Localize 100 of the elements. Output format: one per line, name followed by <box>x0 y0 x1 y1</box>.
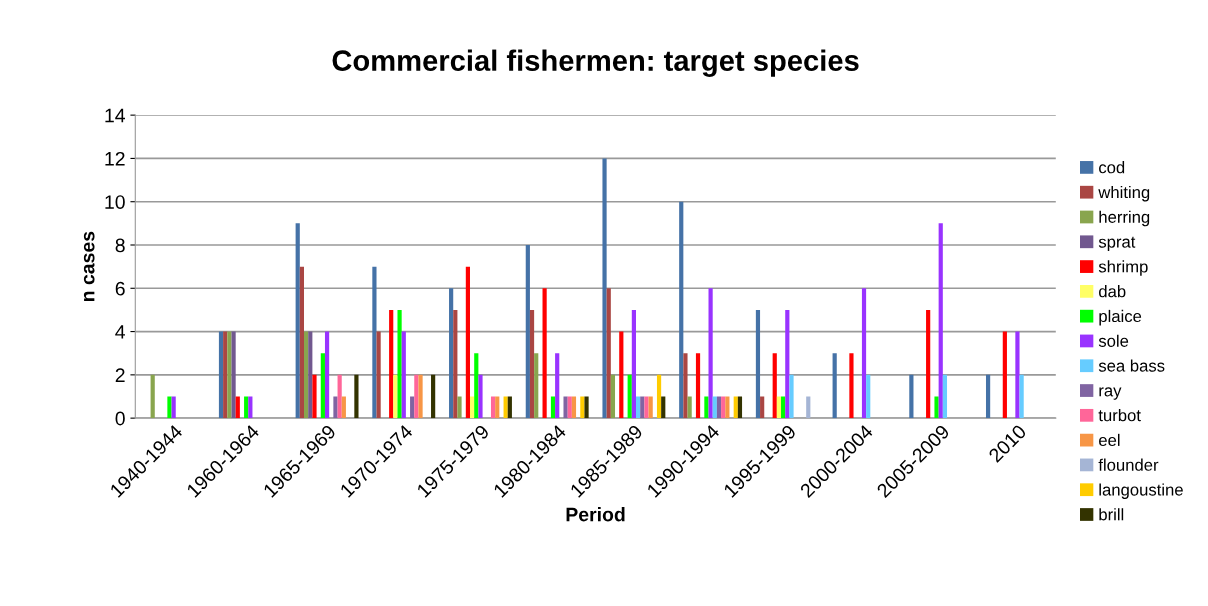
bar <box>231 331 236 419</box>
bar <box>1015 331 1020 419</box>
bar <box>295 223 300 419</box>
legend-label: plaice <box>1099 309 1142 326</box>
bar <box>465 266 470 419</box>
bar <box>227 331 232 419</box>
bar <box>942 374 948 419</box>
legend-label: eel <box>1099 433 1120 447</box>
bar <box>563 396 568 419</box>
bar <box>909 374 914 419</box>
bar <box>584 396 589 419</box>
bar <box>635 396 641 419</box>
legend-label: cod <box>1099 161 1125 174</box>
bar <box>712 396 717 419</box>
bar <box>656 374 662 419</box>
legend-label: herring <box>1099 210 1150 227</box>
bar <box>567 396 572 419</box>
bar <box>733 396 738 419</box>
bar <box>721 396 726 419</box>
legend-label: dab <box>1099 285 1126 298</box>
bar <box>418 374 423 419</box>
bar <box>580 396 585 419</box>
bar <box>725 396 730 419</box>
bar <box>299 266 304 419</box>
bar <box>304 331 309 419</box>
bar <box>571 396 577 419</box>
bar <box>640 396 645 419</box>
bar <box>474 353 479 419</box>
y-tick-label: 14 <box>105 108 126 123</box>
bar <box>457 396 462 419</box>
bar <box>218 331 224 419</box>
bar <box>679 201 684 419</box>
bar <box>755 309 761 419</box>
chart-title: Commercial fishermen: target species <box>332 49 859 77</box>
bar <box>507 396 512 419</box>
y-tick-label: 8 <box>115 238 125 253</box>
y-tick-label: 2 <box>115 368 125 382</box>
bar <box>610 374 616 419</box>
bar <box>478 374 483 419</box>
bar <box>525 245 530 419</box>
bar <box>393 374 398 419</box>
bar <box>495 396 500 419</box>
bar <box>341 396 346 419</box>
bar <box>683 353 688 419</box>
bar <box>534 353 539 419</box>
bar <box>555 353 560 419</box>
bar <box>716 396 722 419</box>
bar <box>934 396 939 419</box>
bar <box>1002 331 1007 419</box>
bar <box>695 353 701 419</box>
bar <box>737 396 743 419</box>
legend-label: whiting <box>1098 185 1150 202</box>
bar <box>312 374 317 419</box>
bar <box>849 353 854 419</box>
bar <box>244 396 249 419</box>
legend-label: turbot <box>1098 409 1141 422</box>
y-tick-label: 4 <box>115 325 126 339</box>
bar <box>248 396 253 419</box>
bar <box>410 396 415 419</box>
bar <box>619 331 624 419</box>
bar <box>320 353 325 419</box>
x-axis-title: Period <box>566 507 625 522</box>
bar <box>354 374 359 419</box>
bar <box>171 396 176 419</box>
bar <box>529 309 535 419</box>
y-tick-label: 12 <box>105 151 125 166</box>
bar <box>333 396 338 419</box>
bar <box>772 353 777 419</box>
bar <box>661 396 666 419</box>
bar <box>490 396 496 419</box>
bar <box>414 374 419 419</box>
bar <box>938 223 943 419</box>
bar <box>503 396 508 419</box>
y-tick-label: 6 <box>115 281 125 296</box>
bar <box>602 158 607 419</box>
bar <box>453 309 458 419</box>
bar <box>781 396 786 419</box>
bar <box>806 396 811 419</box>
bar <box>431 374 436 419</box>
bar <box>324 331 330 419</box>
bar <box>926 309 931 419</box>
bar <box>1019 374 1024 419</box>
bar <box>606 288 611 419</box>
bar <box>789 374 794 419</box>
bar <box>376 331 381 419</box>
legend-label: ray <box>1099 387 1122 400</box>
bar <box>235 396 240 419</box>
y-axis-title: n cases <box>83 231 95 302</box>
legend-label: sprat <box>1098 236 1136 252</box>
legend-label: flounder <box>1098 458 1159 471</box>
legend-label: sole <box>1098 334 1129 347</box>
bar <box>985 374 991 419</box>
bar <box>644 396 649 419</box>
bar <box>542 288 547 419</box>
legend-label: sea bass <box>1098 359 1165 372</box>
bar <box>397 309 402 419</box>
bar <box>401 331 406 419</box>
bar <box>866 374 871 419</box>
legend-label: shrimp <box>1098 260 1148 276</box>
bar <box>760 396 765 419</box>
